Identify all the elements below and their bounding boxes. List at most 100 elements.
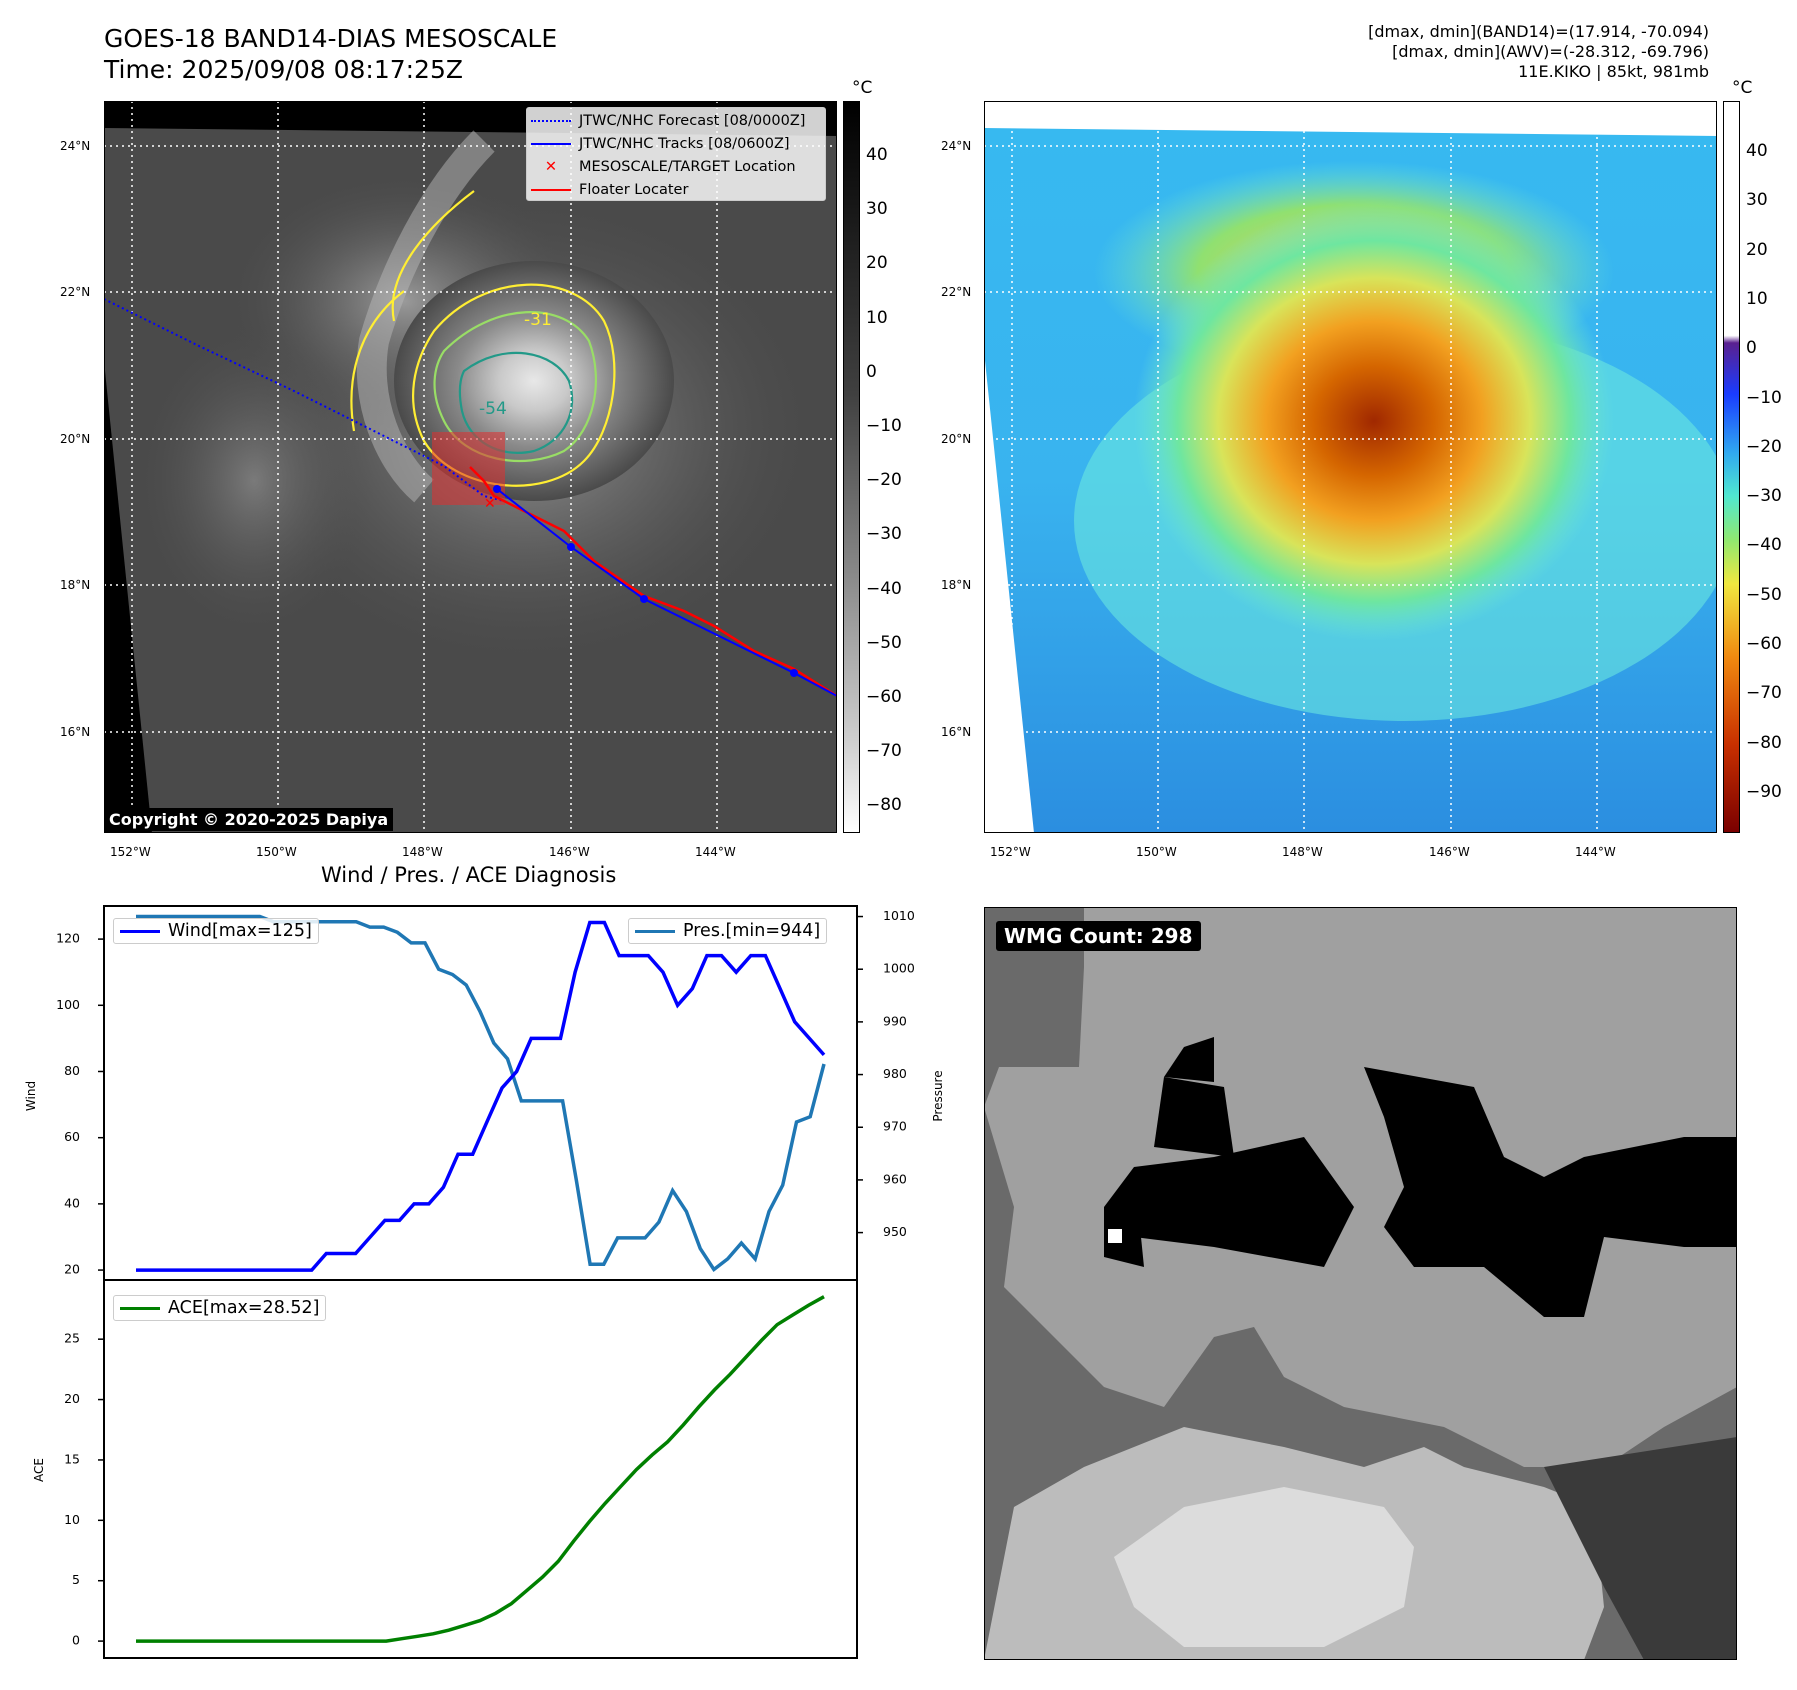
awv-colorbar-tick: −90 (1746, 781, 1782, 802)
ir-lat-24: 24°N (60, 139, 91, 153)
ir-lon-146: 146°W (549, 845, 590, 859)
awv-colorbar-tick: 30 (1746, 190, 1768, 211)
wind-ytick-label: 40 (64, 1195, 80, 1210)
pressure-ytick-label: 1010 (883, 908, 915, 923)
awv-lat-16: 16°N (941, 725, 972, 739)
awv-lon-144: 144°W (1575, 845, 1616, 859)
legend-tracks: JTWC/NHC Tracks [08/0600Z] (579, 136, 790, 152)
info-awv: [dmax, dmin](AWV)=(-28.312, -69.796) (1392, 42, 1709, 61)
ir-map: -31 -54 ✕ (104, 101, 837, 833)
awv-colorbar-tick: −80 (1746, 732, 1782, 753)
awv-lon-150: 150°W (1136, 845, 1177, 859)
pressure-ytick-label: 980 (883, 1066, 907, 1081)
ace-legend: ACE[max=28.52] (113, 1295, 327, 1321)
awv-colorbar (1723, 101, 1740, 833)
ir-colorbar-tick: 30 (866, 199, 888, 220)
legend-floater: Floater Locater (579, 182, 689, 198)
chart-title: GOES-18 BAND14-DIAS MESOSCALE (104, 24, 558, 53)
ir-colorbar (843, 101, 860, 833)
awv-colorbar-tick: −70 (1746, 683, 1782, 704)
pressure-ytick-label: 970 (883, 1119, 907, 1134)
ir-lon-152: 152°W (110, 845, 151, 859)
awv-lon-146: 146°W (1429, 845, 1470, 859)
ace-ytick-label: 10 (64, 1512, 80, 1527)
awv-colorbar-tick: 40 (1746, 141, 1768, 161)
ace-ytick-label: 5 (72, 1572, 80, 1587)
ir-lat-18: 18°N (60, 578, 91, 592)
ir-colorbar-tick: −80 (866, 795, 902, 816)
wmg-panel: WMG Count: 298 (984, 907, 1737, 1660)
ace-ytick-label: 15 (64, 1451, 80, 1466)
contour-label-54: -54 (479, 399, 507, 419)
awv-colorbar-tick: −20 (1746, 436, 1782, 457)
ir-colorbar-tick: 20 (866, 253, 888, 274)
wind-legend-label: Wind[max=125] (168, 921, 312, 941)
awv-lat-22: 22°N (941, 285, 972, 299)
ir-colorbar-tick: −20 (866, 470, 902, 491)
pressure-line (136, 914, 826, 1273)
ir-lon-144: 144°W (695, 845, 736, 859)
legend-forecast: JTWC/NHC Forecast [08/0000Z] (579, 113, 806, 129)
ir-lat-16: 16°N (60, 725, 91, 739)
pressure-ytick-label: 1000 (883, 961, 915, 976)
ir-colorbar-tick: 40 (866, 145, 888, 165)
ir-lon-150: 150°W (256, 845, 297, 859)
ir-colorbar-tick: 0 (866, 361, 877, 382)
ir-colorbar-tick: −30 (866, 524, 902, 545)
ace-axis-label: ACE (32, 1458, 46, 1482)
awv-lat-18: 18°N (941, 578, 972, 592)
pressure-ytick-label: 950 (883, 1224, 907, 1239)
pressure-ytick-label: 960 (883, 1171, 907, 1186)
copyright-label: Copyright © 2020-2025 Dapiya (104, 808, 394, 831)
awv-colorbar-tick: 0 (1746, 338, 1757, 359)
ir-frame (104, 101, 837, 833)
wind-ytick-label: 60 (64, 1129, 80, 1144)
ace-ytick-label: 0 (72, 1633, 80, 1648)
floater-track (469, 466, 837, 698)
ace-line (136, 1295, 825, 1643)
wind-line (136, 920, 826, 1272)
awv-frame (984, 101, 1717, 833)
contour-label-31: -31 (524, 310, 552, 330)
awv-colorbar-unit: °C (1732, 78, 1753, 98)
awv-lon-148: 148°W (1282, 845, 1323, 859)
ir-colorbar-tick: 10 (866, 307, 888, 328)
awv-colorbar-tick: −50 (1746, 584, 1782, 605)
info-band14: [dmax, dmin](BAND14)=(17.914, -70.094) (1368, 22, 1709, 41)
wind-legend: Wind[max=125] (113, 918, 319, 944)
ir-colorbar-tick: −10 (866, 416, 902, 436)
ir-colorbar-unit: °C (852, 78, 873, 98)
awv-colorbar-tick: −40 (1746, 535, 1782, 556)
awv-lat-24: 24°N (941, 139, 972, 153)
wind-axis-label: Wind (24, 1081, 38, 1111)
legend-target: MESOSCALE/TARGET Location (579, 159, 796, 175)
ir-legend: JTWC/NHC Forecast [08/0000Z] JTWC/NHC Tr… (526, 107, 826, 201)
awv-colorbar-tick: −30 (1746, 486, 1782, 507)
wmg-frame (984, 907, 1737, 1660)
ir-lat-20: 20°N (60, 432, 91, 446)
ace-axes (103, 1279, 858, 1659)
ir-colorbar-tick: −60 (866, 687, 902, 707)
pressure-legend: Pres.[min=944] (628, 918, 828, 944)
awv-colorbar-tick: −60 (1746, 634, 1782, 654)
awv-panel (984, 101, 1717, 833)
wmg-image (984, 907, 1737, 1660)
awv-gridlines (984, 101, 1717, 833)
awv-colorbar-tick: 10 (1746, 288, 1768, 309)
ace-legend-label: ACE[max=28.52] (168, 1298, 320, 1318)
ir-lat-22: 22°N (60, 285, 91, 299)
ir-colorbar-tick: −70 (866, 741, 902, 762)
awv-lat-20: 20°N (941, 432, 972, 446)
wmg-count-label: WMG Count: 298 (996, 921, 1201, 951)
pressure-legend-label: Pres.[min=944] (683, 921, 821, 941)
track-points (493, 485, 798, 677)
wind-ytick-label: 100 (56, 997, 80, 1012)
info-storm: 11E.KIKO | 85kt, 981mb (1518, 62, 1709, 81)
awv-lon-152: 152°W (990, 845, 1031, 859)
wind-ytick-label: 80 (64, 1063, 80, 1078)
wind-ytick-label: 120 (56, 931, 80, 946)
pressure-axis-label: Pressure (931, 1070, 945, 1121)
chart-time: Time: 2025/09/08 08:17:25Z (104, 55, 463, 84)
forecast-track (104, 298, 505, 502)
awv-map (984, 101, 1717, 833)
